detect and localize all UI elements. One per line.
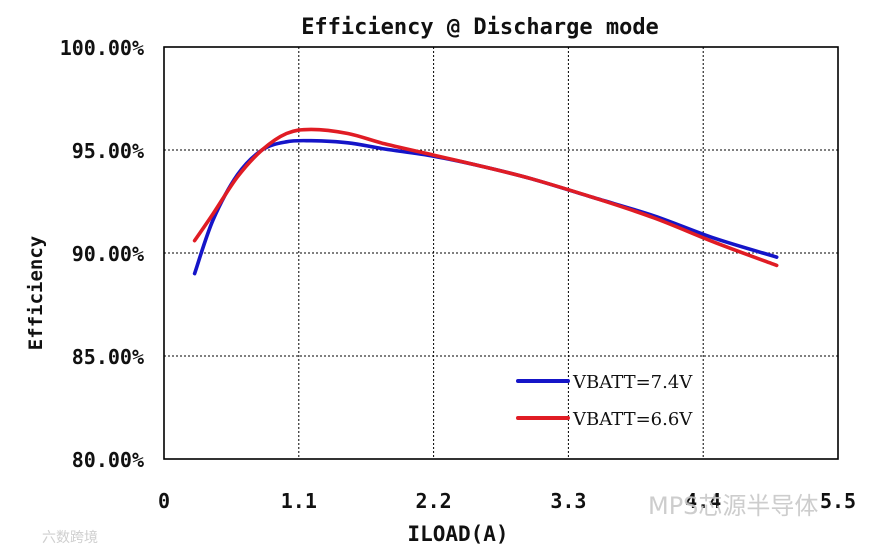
x-tick-label: 4.4: [685, 489, 721, 513]
series-layer: [192, 127, 779, 276]
x-tick-label: 5.5: [820, 489, 856, 513]
x-tick-label: 2.2: [416, 489, 452, 513]
y-tick-label: 80.00%: [72, 448, 144, 472]
x-tick-label: 0: [158, 489, 170, 513]
series-line-2: [192, 127, 779, 268]
y-tick-label: 85.00%: [72, 345, 144, 369]
chart-title: Efficiency @ Discharge mode: [301, 15, 659, 40]
x-tick-label: 1.1: [281, 489, 317, 513]
x-axis-label: ILOAD(A): [407, 522, 508, 546]
legend-label-1: VBATT=7.4V: [572, 372, 693, 393]
y-tick-label: 90.00%: [72, 242, 144, 266]
x-tick-label: 3.3: [550, 489, 586, 513]
legend-label-2: VBATT=6.6V: [572, 409, 693, 430]
grid-layer: [164, 47, 838, 459]
y-axis-label: Efficiency: [25, 236, 47, 350]
y-tick-label: 100.00%: [60, 36, 144, 60]
plot-frame: [163, 46, 839, 460]
legend: VBATT=7.4V VBATT=6.6V: [516, 372, 693, 430]
watermark-right: MPS芯源半导体: [648, 492, 818, 520]
y-tick-labels: 80.00% 85.00% 90.00% 95.00% 100.00%: [60, 36, 144, 472]
x-tick-labels: 0 1.1 2.2 3.3 4.4 5.5: [158, 489, 856, 513]
watermark-left: 六数跨境: [42, 530, 98, 546]
y-tick-label: 95.00%: [72, 139, 144, 163]
